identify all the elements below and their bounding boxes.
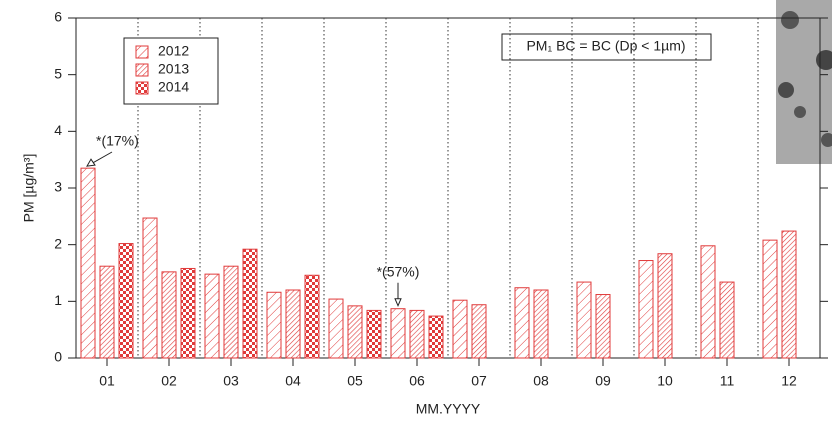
y-tick-label: 5 <box>54 65 62 81</box>
x-axis-label: MM.YYYY <box>416 401 481 417</box>
x-tick-label: 05 <box>347 373 363 389</box>
bar <box>429 316 443 358</box>
bar <box>367 310 381 358</box>
bar <box>763 240 777 358</box>
bar <box>348 306 362 358</box>
legend-label: 2013 <box>158 61 189 77</box>
bar <box>410 310 424 358</box>
bar <box>577 282 591 358</box>
x-tick-label: 12 <box>781 373 797 389</box>
x-tick-label: 09 <box>595 373 611 389</box>
y-tick-label: 3 <box>54 179 62 195</box>
legend-label: 2014 <box>158 79 189 95</box>
y-tick-label: 0 <box>54 349 62 365</box>
bar <box>720 282 734 358</box>
x-tick-label: 07 <box>471 373 487 389</box>
bar <box>205 274 219 358</box>
x-tick-label: 11 <box>720 373 735 389</box>
x-tick-label: 01 <box>99 373 115 389</box>
y-axis-label: PM [µg/m³] <box>21 154 37 223</box>
y-tick-label: 4 <box>54 122 62 138</box>
annotation: *(17%) <box>96 133 139 149</box>
bar <box>143 218 157 358</box>
photo <box>776 0 832 164</box>
bar <box>305 275 319 358</box>
bar <box>701 246 715 358</box>
bar <box>224 266 238 358</box>
x-tick-label: 08 <box>533 373 549 389</box>
bar <box>472 305 486 358</box>
x-tick-label: 03 <box>223 373 239 389</box>
bar <box>119 244 133 358</box>
legend-swatch <box>136 46 148 58</box>
x-tick-label: 04 <box>285 373 301 389</box>
bar <box>286 290 300 358</box>
bar <box>515 288 529 358</box>
note: PM₁ BC = BC (Dp < 1µm) <box>526 38 685 54</box>
x-tick-label: 02 <box>161 373 177 389</box>
bar <box>267 292 281 358</box>
bar <box>100 266 114 358</box>
bar <box>329 299 343 358</box>
bar <box>453 300 467 358</box>
y-tick-label: 6 <box>54 9 62 25</box>
bar <box>639 261 653 358</box>
bar <box>81 168 95 358</box>
bar <box>162 272 176 358</box>
bar <box>181 268 195 358</box>
annotation-arrow <box>395 299 401 306</box>
chart: PM [µg/m³] MM.YYYY PM₁ BC = BC (Dp < 1µm… <box>0 0 832 424</box>
legend-label: 2012 <box>158 43 189 59</box>
y-tick-label: 2 <box>54 235 62 251</box>
x-tick-label: 06 <box>409 373 425 389</box>
bar <box>391 309 405 358</box>
bar <box>243 249 257 358</box>
annotation: *(57%) <box>377 263 420 279</box>
y-tick-label: 1 <box>54 292 62 308</box>
x-tick-label: 10 <box>657 373 673 389</box>
annotation-arrow <box>87 159 95 166</box>
legend-swatch <box>136 64 148 76</box>
bar <box>534 290 548 358</box>
bar <box>658 254 672 358</box>
bar <box>782 231 796 358</box>
bar <box>596 295 610 358</box>
legend-swatch <box>136 82 148 94</box>
